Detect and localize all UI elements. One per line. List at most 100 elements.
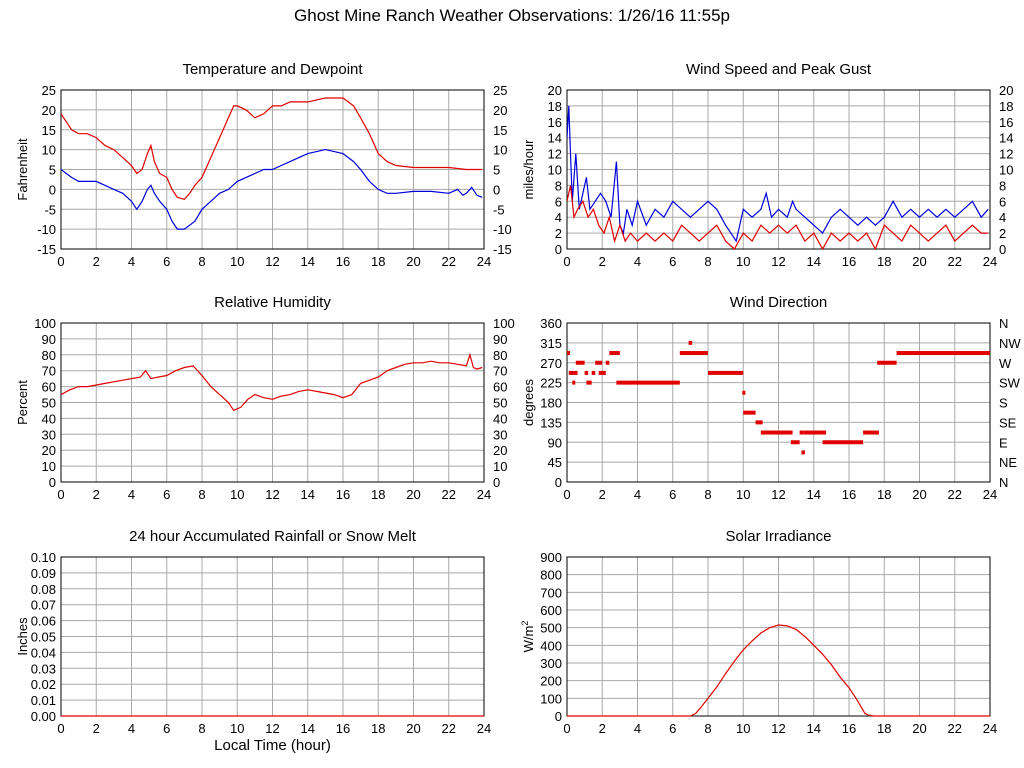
y-tick-label-right: SE [999, 415, 1017, 430]
y-tick-label: 0.04 [31, 645, 56, 660]
x-tick-label: 24 [983, 487, 997, 502]
y-tick-label-right: 5 [493, 163, 500, 178]
x-tick-label: 0 [563, 487, 570, 502]
y-axis-label: W/m2 [520, 621, 536, 653]
direction-point [572, 380, 576, 385]
direction-point [586, 380, 592, 385]
x-tick-label: 10 [230, 254, 244, 269]
y-axis-label-superscript: 2 [520, 621, 530, 626]
x-tick-label: 24 [477, 254, 491, 269]
y-axis-label: Inches [15, 617, 30, 656]
y-tick-label: 315 [540, 336, 562, 351]
x-tick-label: 4 [634, 721, 641, 736]
y-axis-label: Fahrenheit [15, 138, 30, 201]
series-line-red [567, 624, 990, 717]
direction-point [803, 430, 827, 435]
chart-title: Wind Speed and Peak Gust [686, 61, 872, 78]
direction-point [598, 370, 606, 375]
y-tick-label-right: 14 [999, 131, 1013, 146]
x-tick-label: 4 [634, 487, 641, 502]
y-tick-label: 8 [555, 178, 562, 193]
y-tick-label: 700 [540, 585, 562, 600]
x-tick-label: 8 [704, 721, 711, 736]
y-tick-label: 200 [540, 674, 562, 689]
y-tick-label-right: 25 [493, 83, 507, 98]
plot-frame [566, 89, 991, 250]
direction-point [708, 370, 744, 375]
x-tick-label: 6 [669, 721, 676, 736]
x-tick-label: 20 [912, 487, 926, 502]
direction-point [688, 340, 693, 345]
direction-point [609, 351, 620, 356]
y-tick-label: 16 [548, 115, 562, 130]
x-axis-label: Local Time (hour) [214, 737, 331, 754]
y-tick-label: -15 [37, 242, 56, 257]
y-tick-label: 270 [540, 356, 562, 371]
plot-frame [566, 322, 991, 483]
x-tick-label: 14 [807, 721, 821, 736]
y-tick-label: 0 [49, 475, 56, 490]
y-tick-label: 18 [548, 99, 562, 114]
x-tick-label: 24 [983, 721, 997, 736]
y-tick-label-right: 6 [999, 194, 1006, 209]
x-tick-label: 10 [230, 721, 244, 736]
direction-point [567, 351, 570, 356]
chart-title: Relative Humidity [214, 294, 331, 311]
x-tick-label: 0 [57, 487, 64, 502]
y-tick-label: 90 [42, 332, 56, 347]
y-tick-label: 0.01 [31, 693, 56, 708]
y-tick-label: 0.06 [31, 614, 56, 629]
x-tick-label: 20 [912, 721, 926, 736]
y-tick-label: 500 [540, 621, 562, 636]
y-tick-label-right: 0 [493, 475, 500, 490]
y-tick-label: 360 [540, 316, 562, 331]
chart-title: Solar Irradiance [726, 528, 832, 545]
y-tick-label: 6 [555, 194, 562, 209]
y-tick-label: 900 [540, 550, 562, 565]
y-tick-label: 300 [540, 656, 562, 671]
x-tick-label: 22 [948, 721, 962, 736]
y-tick-label: 180 [540, 396, 562, 411]
x-tick-label: 4 [128, 254, 135, 269]
x-tick-label: 8 [704, 254, 711, 269]
x-tick-label: 14 [301, 487, 315, 502]
y-tick-label: 40 [42, 411, 56, 426]
y-tick-label: 0 [555, 709, 562, 724]
chart-title: 24 hour Accumulated Rainfall or Snow Mel… [129, 528, 417, 545]
y-tick-label-right: 50 [493, 396, 507, 411]
direction-point [896, 351, 990, 356]
x-tick-label: 10 [736, 721, 750, 736]
y-tick-label: 10 [42, 143, 56, 158]
direction-point [822, 440, 864, 445]
y-tick-label: 70 [42, 364, 56, 379]
y-tick-label: 0.09 [31, 566, 56, 581]
direction-point [679, 351, 708, 356]
x-tick-label: 6 [163, 721, 170, 736]
direction-point [760, 430, 793, 435]
y-tick-label: 80 [42, 348, 56, 363]
x-tick-label: 10 [736, 254, 750, 269]
y-tick-label: 15 [42, 123, 56, 138]
y-tick-label: 0.02 [31, 677, 56, 692]
y-tick-label: 10 [42, 459, 56, 474]
y-axis-label: degrees [521, 379, 536, 426]
y-tick-label: 225 [540, 376, 562, 391]
y-tick-label-right: E [999, 435, 1008, 450]
y-tick-label: 0 [555, 242, 562, 257]
chart-title: Wind Direction [730, 294, 828, 311]
y-tick-label-right: NW [999, 336, 1021, 351]
y-tick-label-right: S [999, 396, 1008, 411]
plot-frame [566, 556, 991, 717]
x-tick-label: 14 [301, 721, 315, 736]
y-tick-label-right: 40 [493, 411, 507, 426]
x-tick-label: 0 [563, 721, 570, 736]
y-tick-label-right: 10 [493, 459, 507, 474]
y-tick-label: 60 [42, 380, 56, 395]
y-tick-label: 400 [540, 638, 562, 653]
series-line-blue [567, 105, 989, 243]
chart-rain: 24 hour Accumulated Rainfall or Snow Mel… [15, 528, 491, 754]
direction-point [863, 430, 879, 435]
x-tick-label: 6 [163, 254, 170, 269]
y-tick-label: 4 [555, 210, 562, 225]
